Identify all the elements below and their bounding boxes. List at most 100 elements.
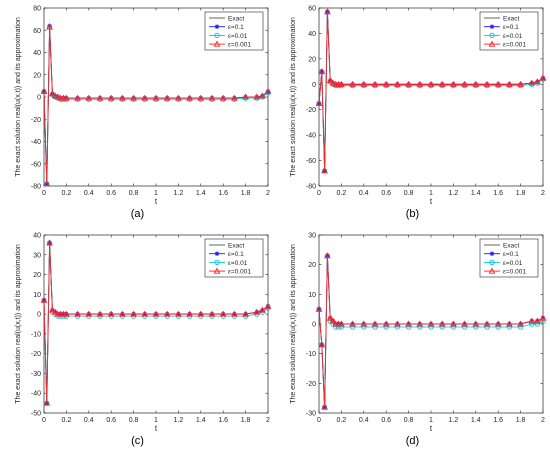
data-point [329, 79, 337, 86]
data-point [253, 93, 261, 100]
data-point [417, 324, 423, 330]
data-point [51, 92, 59, 99]
x-tick-label: 0 [317, 417, 321, 424]
data-point [483, 320, 491, 327]
chart-panel-a: 0 0.2 0.4 0.6 0.8 1 1.2 1.4 1.6 1.8 2 -80 -60 -40 -20 0… [0, 0, 275, 227]
data-point [152, 310, 160, 317]
x-tick-label: 1.6 [493, 417, 503, 424]
x-axis-label: t [155, 197, 158, 206]
x-tick-label: 1.4 [471, 417, 481, 424]
series-line-3 [318, 11, 544, 171]
series-markers-3 [315, 8, 547, 174]
data-point [40, 87, 48, 94]
data-point [321, 167, 328, 174]
legend-swatch-marker [488, 40, 496, 47]
data-point [242, 93, 249, 100]
data-point [382, 80, 390, 87]
x-tick-label: 0.6 [381, 190, 391, 197]
chart-c: 0 0.2 0.4 0.6 0.8 1 1.2 1.4 1.6 1.8 2 -50 -40 -30 -20 -… [15, 233, 272, 433]
data-point [506, 80, 513, 87]
x-tick-label: 0 [42, 417, 46, 424]
x-axis-label: t [430, 197, 433, 206]
data-point [326, 314, 334, 321]
x-tick-label: 0.6 [381, 417, 391, 424]
x-tick-label: 0.2 [62, 190, 72, 197]
data-point [335, 324, 342, 330]
series-line-2 [43, 242, 269, 404]
y-axis-label: The exact solution real(u(x,t)) and its … [15, 17, 22, 177]
data-point [49, 306, 56, 313]
caption-d: (d) [405, 435, 420, 447]
y-axis-label: The exact solution real(u(x,t)) and its … [15, 244, 22, 404]
data-point [107, 94, 115, 101]
y-tick-label: -30 [306, 411, 316, 418]
legend-swatch-marker [489, 259, 495, 266]
y-tick-label: 40 [33, 50, 41, 57]
legend-label: ε=0.01 [228, 260, 248, 267]
data-point [534, 78, 541, 85]
y-tick-label: -20 [31, 117, 41, 124]
data-point [338, 80, 345, 87]
data-point [43, 399, 51, 406]
data-point [163, 310, 171, 317]
data-point [318, 341, 326, 348]
series-markers-3 [40, 239, 272, 406]
data-point [197, 310, 205, 317]
y-tick-label: -60 [31, 161, 41, 168]
y-tick-label: 0 [312, 322, 316, 329]
data-point [74, 310, 81, 317]
data-point [383, 324, 389, 330]
data-point [371, 80, 379, 87]
data-point [540, 318, 546, 324]
legend-swatch-marker [214, 251, 220, 256]
data-point [141, 94, 149, 101]
legend-swatch-marker [213, 267, 221, 274]
x-tick-label: 1.2 [174, 417, 184, 424]
x-tick-label: 1 [154, 190, 158, 197]
data-point [534, 321, 541, 327]
x-tick-label: 1.2 [449, 417, 459, 424]
data-point [517, 324, 524, 330]
data-point [349, 80, 356, 87]
y-axis-label: The exact solution real(u(x,t)) and its … [290, 17, 297, 177]
legend-label: Exact [228, 16, 244, 23]
legend-swatch-marker [214, 32, 220, 39]
data-point [259, 306, 266, 313]
data-point [46, 23, 53, 30]
data-point [534, 317, 541, 324]
legend-label: ε=0.001 [228, 42, 251, 49]
data-point [416, 320, 424, 327]
y-tick-label: -40 [31, 391, 41, 398]
data-point [494, 320, 502, 327]
y-tick-label: 20 [33, 272, 41, 279]
data-point [461, 324, 468, 330]
data-point [96, 310, 104, 317]
caption-c: (c) [131, 435, 144, 447]
data-point [186, 310, 193, 317]
legend-label: ε=0.1 [503, 24, 519, 31]
legend-swatch-marker [489, 32, 495, 39]
legend-swatch-marker [214, 259, 220, 266]
data-point [427, 80, 435, 87]
x-tick-label: 1.8 [241, 190, 251, 197]
legend-swatch-marker [488, 267, 496, 274]
series-markers-3 [315, 252, 547, 410]
x-tick-label: 0.8 [129, 190, 139, 197]
x-tick-label: 1.4 [471, 190, 481, 197]
legend-swatch-marker [214, 24, 220, 29]
data-point [318, 68, 326, 75]
data-point [539, 74, 547, 81]
data-point [63, 310, 70, 317]
x-tick-label: 1.6 [218, 190, 228, 197]
x-tick-label: 1.8 [516, 190, 526, 197]
y-tick-label: -20 [306, 107, 316, 114]
data-point [473, 324, 479, 330]
y-tick-label: 0 [37, 95, 41, 102]
data-point [427, 320, 435, 327]
data-point [372, 324, 378, 330]
data-point [428, 324, 434, 330]
x-tick-label: 0 [42, 190, 46, 197]
y-tick-label: 60 [33, 28, 41, 35]
